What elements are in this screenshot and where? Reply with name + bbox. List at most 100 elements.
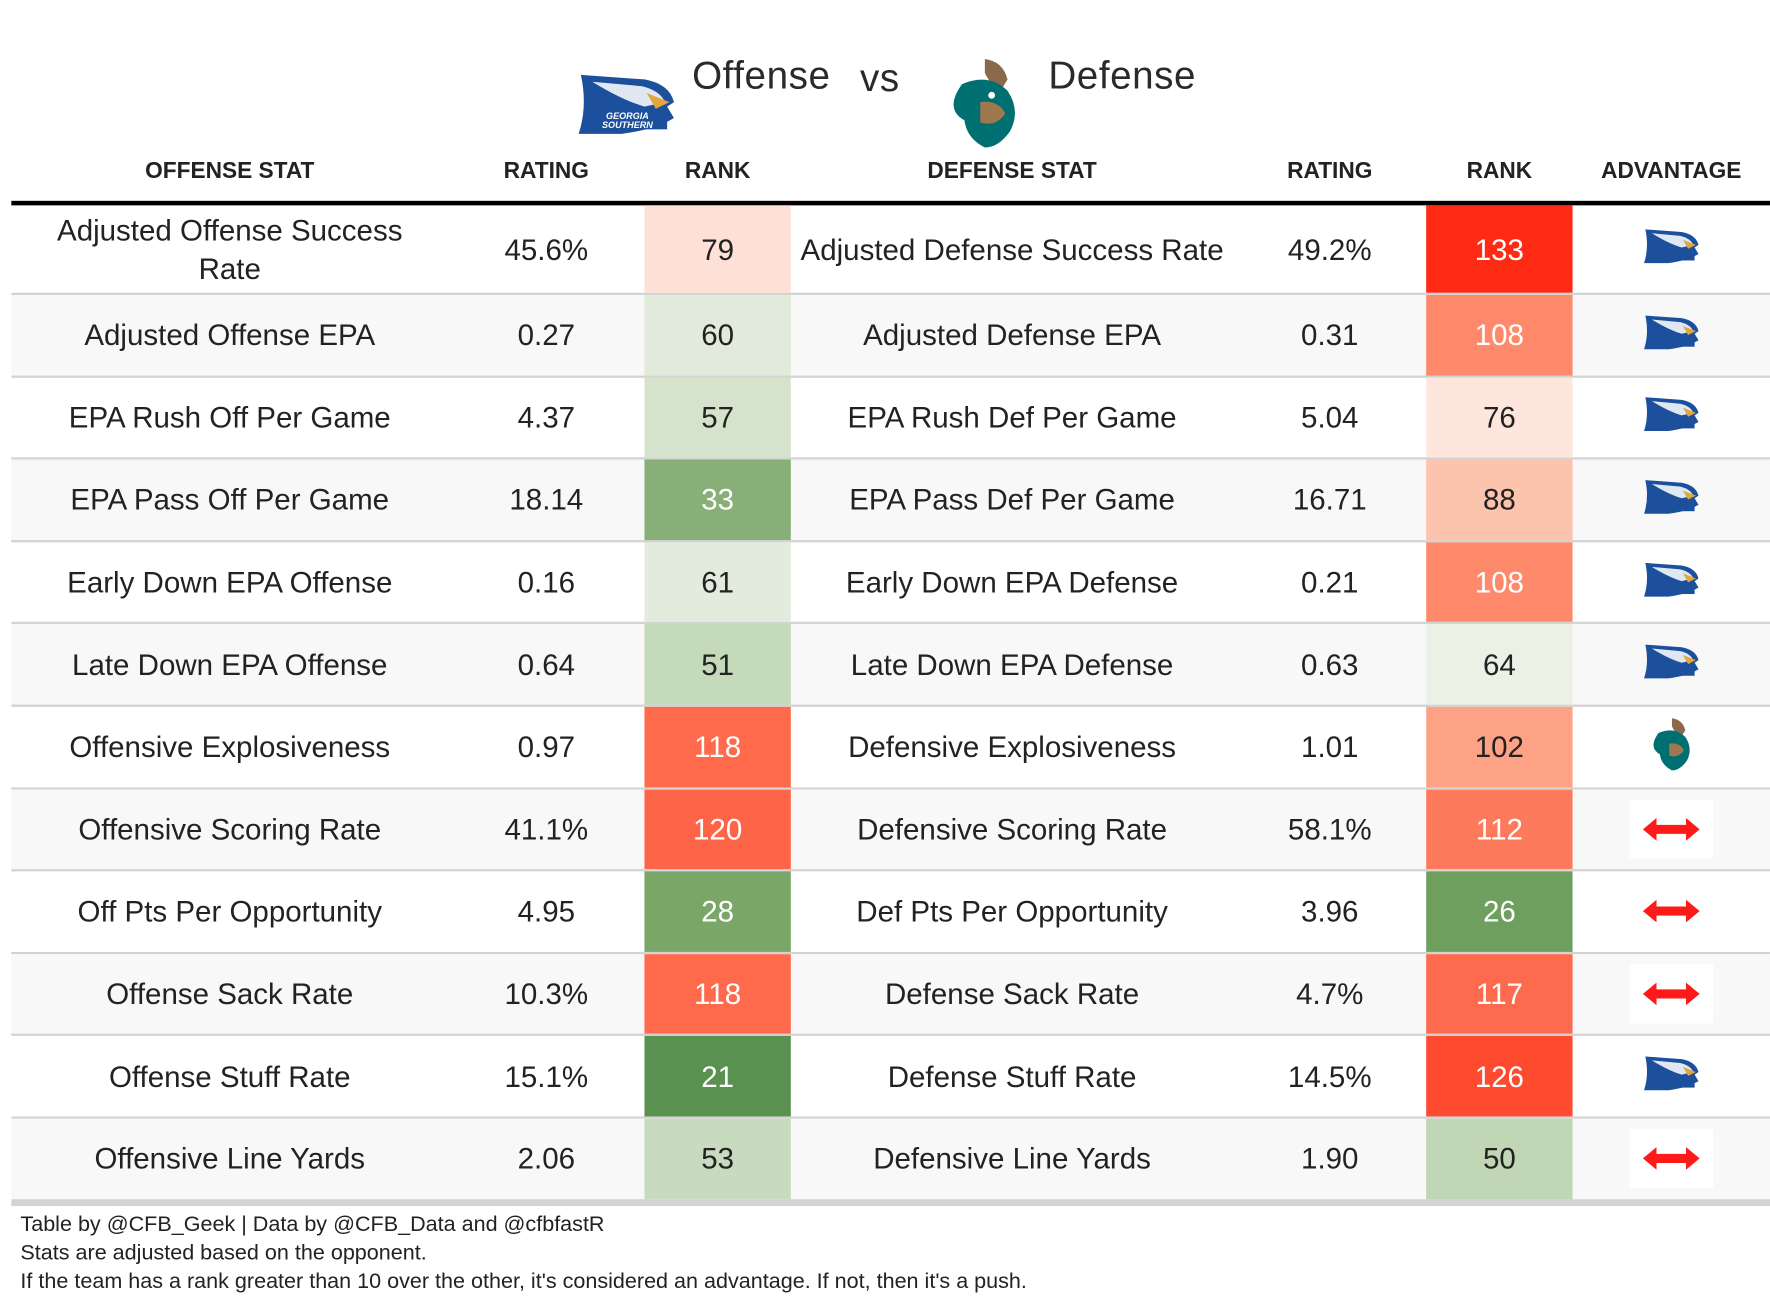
defense-stat: Early Down EPA Defense <box>845 565 1179 600</box>
push-double-arrow-icon <box>1629 799 1714 859</box>
advantage-cell <box>1573 542 1770 622</box>
defense-rating: 1.01 <box>1301 729 1359 764</box>
advantage-cell <box>1573 624 1770 704</box>
defense-rating: 14.5% <box>1287 1059 1372 1094</box>
offense-stat: EPA Pass Off Per Game <box>70 482 390 517</box>
georgia-southern-logo: GEORGIA SOUTHERN <box>578 74 674 134</box>
defense-rank: 117 <box>1426 953 1573 1035</box>
offense-stat: Offense Stuff Rate <box>108 1059 351 1094</box>
georgia-southern-logo-icon <box>1641 314 1702 356</box>
defense-rank: 126 <box>1426 1036 1573 1117</box>
offense-stat: Offense Sack Rate <box>106 976 354 1012</box>
advantage-cell <box>1573 954 1770 1034</box>
footer-note-advantage: If the team has a rank greater than 10 o… <box>20 1269 1027 1294</box>
header-defense-rating: RATING <box>1287 158 1373 184</box>
advantage-cell <box>1573 872 1770 952</box>
offense-rank: 61 <box>644 542 791 623</box>
defense-label: Defense <box>1048 54 1197 98</box>
defense-rank: 112 <box>1426 789 1573 870</box>
defense-stat: Defense Stuff Rate <box>887 1059 1137 1094</box>
header-offense-rank: RANK <box>684 158 751 184</box>
header-offense-rating: RATING <box>503 158 589 184</box>
defense-rank: 88 <box>1426 459 1573 540</box>
offense-stat: Late Down EPA Offense <box>72 647 388 682</box>
advantage-cell <box>1573 295 1770 375</box>
table-row: EPA Pass Off Per Game 18.14 33 EPA Pass Def… <box>11 459 1770 543</box>
offense-rank: 60 <box>644 294 791 376</box>
offense-rank: 79 <box>644 205 791 293</box>
defense-rating: 0.63 <box>1301 647 1359 682</box>
advantage-cell <box>1573 377 1770 457</box>
offense-stat: Off Pts Per Opportunity <box>77 894 382 929</box>
table-row: Late Down EPA Offense 0.64 51 Late Down EPA… <box>11 624 1770 707</box>
defense-rating: 5.04 <box>1301 400 1359 435</box>
defense-rank: 76 <box>1426 377 1573 458</box>
advantage-cell <box>1573 460 1770 540</box>
offense-rating: 18.14 <box>509 482 584 517</box>
defense-stat: Def Pts Per Opportunity <box>856 894 1168 929</box>
defense-stat: Defensive Scoring Rate <box>857 812 1168 847</box>
offense-rating: 4.95 <box>517 894 576 929</box>
table-row: Adjusted Offense EPA 0.27 60 Adjusted Defen… <box>11 294 1770 378</box>
defense-rank: 133 <box>1426 205 1573 293</box>
defense-rank: 26 <box>1426 871 1573 952</box>
defense-rating: 49.2% <box>1287 232 1372 267</box>
defense-rating: 3.96 <box>1301 894 1359 929</box>
push-double-arrow-icon <box>1629 882 1714 942</box>
advantage-cell <box>1573 1036 1770 1116</box>
offense-rating: 0.64 <box>517 647 576 682</box>
offense-stat: Offensive Scoring Rate <box>78 812 382 847</box>
offense-rank: 118 <box>644 953 791 1035</box>
table-row: EPA Rush Off Per Game 4.37 57 EPA Rush Def … <box>11 377 1770 460</box>
defense-stat: Defensive Line Yards <box>873 1141 1151 1176</box>
defense-rating: 0.21 <box>1301 565 1359 600</box>
footer-credit: Table by @CFB_Geek | Data by @CFB_Data a… <box>20 1212 605 1237</box>
header-divider <box>11 200 1770 206</box>
defense-rating: 1.90 <box>1301 1141 1359 1176</box>
offense-rating: 4.37 <box>517 400 576 435</box>
georgia-southern-logo-icon <box>1641 1055 1702 1097</box>
table-row: Offensive Scoring Rate 41.1% 120 Defensive … <box>11 789 1770 872</box>
offense-stat: Offensive Line Yards <box>94 1141 366 1176</box>
georgia-southern-logo-icon <box>1641 644 1702 686</box>
advantage-cell <box>1573 707 1770 787</box>
defense-stat: Late Down EPA Defense <box>850 647 1174 682</box>
header-defense-stat: DEFENSE STAT <box>927 158 1097 184</box>
push-double-arrow-icon <box>1629 964 1714 1024</box>
offense-rank: 21 <box>644 1036 791 1117</box>
georgia-southern-logo-icon <box>1641 479 1702 521</box>
offense-rank: 33 <box>644 459 791 540</box>
defense-stat: Defense Sack Rate <box>884 976 1140 1012</box>
table-row: Off Pts Per Opportunity 4.95 28 Def Pts Per… <box>11 871 1770 954</box>
header-defense-rank: RANK <box>1466 158 1533 184</box>
offense-rating: 0.16 <box>517 565 576 600</box>
offense-rank: 51 <box>644 624 791 705</box>
footer-note-adjusted: Stats are adjusted based on the opponent… <box>20 1241 427 1266</box>
table-row: Offensive Line Yards 2.06 53 Defensive Line… <box>11 1118 1770 1202</box>
georgia-southern-logo-icon <box>1641 561 1702 603</box>
title-bar: GEORGIA SOUTHERN Offense vs Defense <box>0 32 1770 148</box>
offense-rating: 41.1% <box>504 812 589 847</box>
offense-label: Offense <box>692 54 831 98</box>
defense-stat: Adjusted Defense EPA <box>863 318 1162 353</box>
header-advantage: ADVANTAGE <box>1601 158 1742 184</box>
offense-rating: 10.3% <box>504 976 589 1012</box>
offense-stat: Adjusted Offense EPA <box>84 318 376 353</box>
offense-rating: 0.97 <box>517 729 576 764</box>
vs-label: vs <box>860 56 900 100</box>
defense-rank: 108 <box>1426 542 1573 623</box>
offense-rating: 45.6% <box>504 232 589 267</box>
defense-stat: Adjusted Defense Success Rate <box>800 232 1224 267</box>
svg-text:GEORGIA: GEORGIA <box>606 111 649 121</box>
offense-stat: Early Down EPA Offense <box>67 565 393 600</box>
advantage-cell <box>1573 205 1770 292</box>
header-offense-stat: OFFENSE STAT <box>145 158 315 184</box>
offense-rank: 28 <box>644 871 791 952</box>
table-row: Offensive Explosiveness 0.97 118 Defensive … <box>11 706 1770 790</box>
offense-rank: 57 <box>644 377 791 458</box>
offense-rank: 118 <box>644 706 791 787</box>
defense-rank: 50 <box>1426 1118 1573 1199</box>
offense-rating: 0.27 <box>517 318 576 353</box>
offense-stat: Adjusted Offense Success Rate <box>57 212 403 286</box>
offense-rank: 120 <box>644 789 791 870</box>
